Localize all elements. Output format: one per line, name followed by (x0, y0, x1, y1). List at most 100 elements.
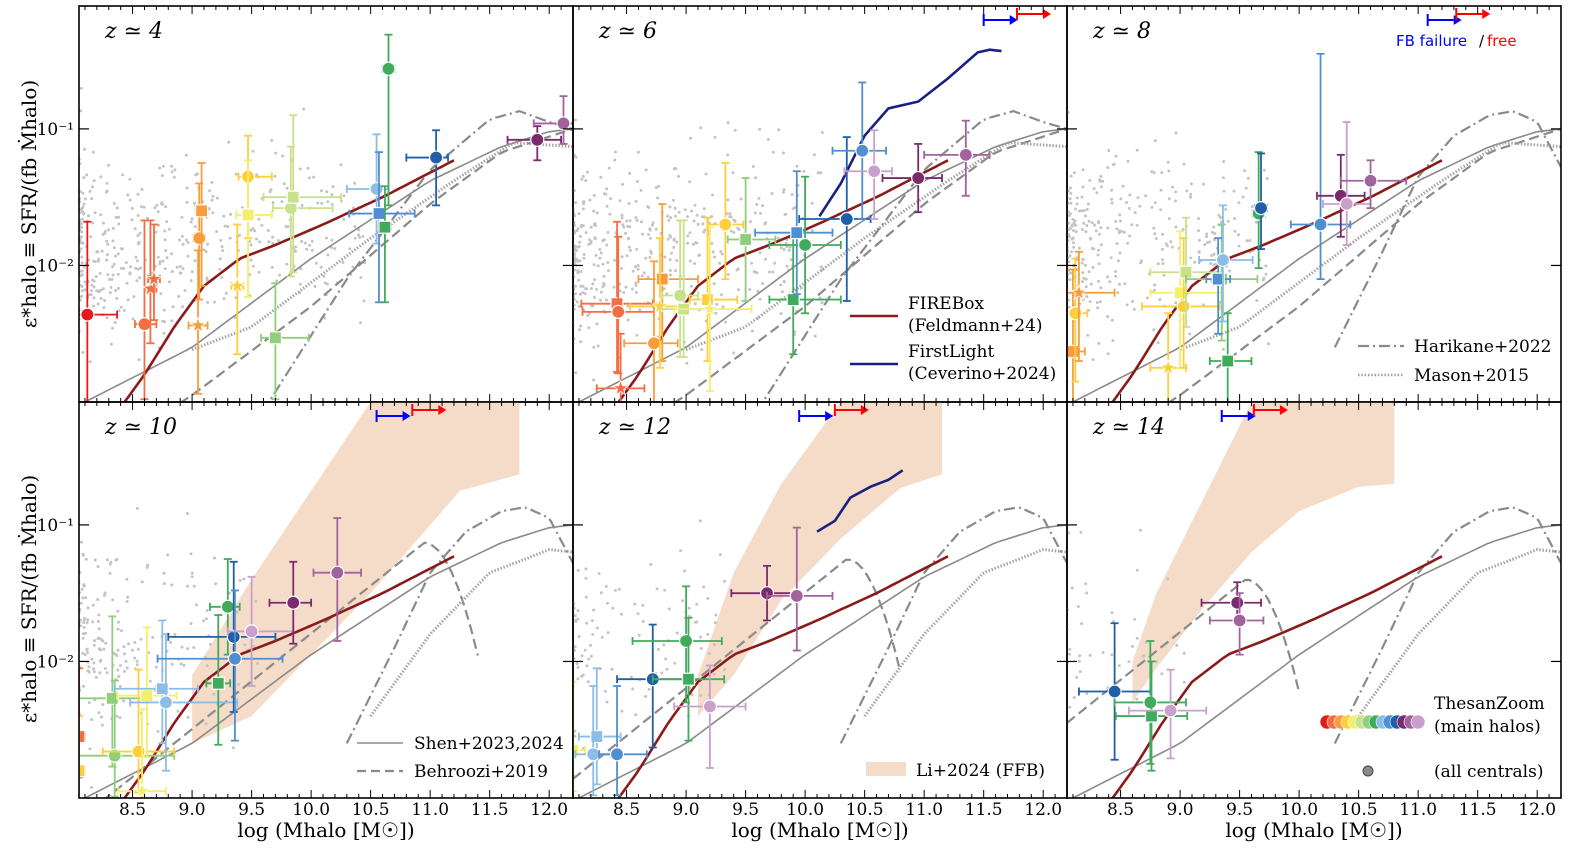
panels-layer (73, 6, 1561, 859)
central-point (606, 261, 609, 264)
central-point (221, 249, 224, 252)
central-point (1096, 306, 1099, 309)
central-point (80, 247, 83, 250)
central-point (320, 189, 323, 192)
central-point (172, 305, 175, 308)
central-point (97, 302, 100, 305)
central-point (212, 693, 215, 696)
marker-circle (287, 596, 300, 609)
central-point (1134, 211, 1137, 214)
marker-circle (430, 151, 443, 164)
central-point (652, 221, 655, 224)
central-point (751, 330, 754, 333)
central-point (705, 172, 708, 175)
central-point (819, 171, 822, 174)
central-point (163, 309, 166, 312)
central-point (706, 633, 709, 636)
central-point (1070, 250, 1073, 253)
marker-square (787, 294, 799, 306)
central-point (573, 260, 576, 263)
central-point (730, 230, 733, 233)
central-point (686, 242, 689, 245)
central-point (1107, 352, 1110, 355)
central-point (206, 609, 209, 612)
central-point (1078, 660, 1081, 663)
central-point (314, 285, 317, 288)
central-point (1097, 280, 1100, 283)
legend-shen-label: Shen+2023,2024 (414, 734, 564, 754)
central-point (97, 290, 100, 293)
marker-circle (1233, 614, 1246, 627)
central-point (128, 178, 131, 181)
central-point (122, 700, 125, 703)
central-point (106, 253, 109, 256)
central-point (80, 208, 83, 211)
central-point (1162, 262, 1165, 265)
central-point (1161, 248, 1164, 251)
central-point (1084, 215, 1087, 218)
thesanzoom-point (146, 224, 161, 320)
central-point (102, 648, 105, 651)
central-point (117, 273, 120, 276)
central-point (161, 203, 164, 206)
central-point (783, 213, 786, 216)
fb-label-separator: / (1479, 32, 1485, 50)
central-point (275, 279, 278, 282)
central-point (281, 200, 284, 203)
central-point (1126, 242, 1129, 245)
central-point (1151, 206, 1154, 209)
central-point (591, 619, 594, 622)
central-point (102, 287, 105, 290)
central-point (626, 254, 629, 257)
central-point (579, 235, 582, 238)
central-point (1073, 171, 1076, 174)
central-point (258, 240, 261, 243)
central-point (1085, 285, 1088, 288)
central-point (752, 165, 755, 168)
central-point (617, 408, 620, 411)
central-point (105, 240, 108, 243)
central-point (83, 626, 86, 629)
central-point (596, 211, 599, 214)
central-point (663, 256, 666, 259)
central-point (185, 201, 188, 204)
central-point (820, 265, 823, 268)
central-point (1122, 185, 1125, 188)
central-point (104, 667, 107, 670)
central-point (92, 151, 95, 154)
central-point (220, 276, 223, 279)
central-point (269, 190, 272, 193)
central-point (155, 666, 158, 669)
central-point (713, 282, 716, 285)
central-point (93, 639, 96, 642)
legend-fire-label: FIREBox (908, 294, 984, 314)
central-point (104, 642, 107, 645)
central-point (821, 131, 824, 134)
central-point (1090, 283, 1093, 286)
central-point (129, 273, 132, 276)
central-point (690, 285, 693, 288)
central-point (81, 285, 84, 288)
central-point (157, 256, 160, 259)
central-point (593, 278, 596, 281)
central-point (781, 290, 784, 293)
central-point (171, 170, 174, 173)
central-point (1099, 226, 1102, 229)
central-point (606, 602, 609, 605)
central-point (359, 321, 362, 324)
central-point (574, 614, 577, 617)
central-point (624, 232, 627, 235)
xtick-label: 11.5 (471, 800, 509, 820)
central-point (176, 266, 179, 269)
central-point (1136, 224, 1139, 227)
central-point (1247, 177, 1250, 180)
panel-plot-area (73, 402, 573, 859)
central-point (1190, 182, 1193, 185)
central-point (692, 243, 695, 246)
central-point (580, 675, 583, 678)
central-point (123, 670, 126, 673)
central-point (1077, 605, 1080, 608)
central-point (1089, 238, 1092, 241)
central-point (601, 285, 604, 288)
central-point (1146, 297, 1149, 300)
